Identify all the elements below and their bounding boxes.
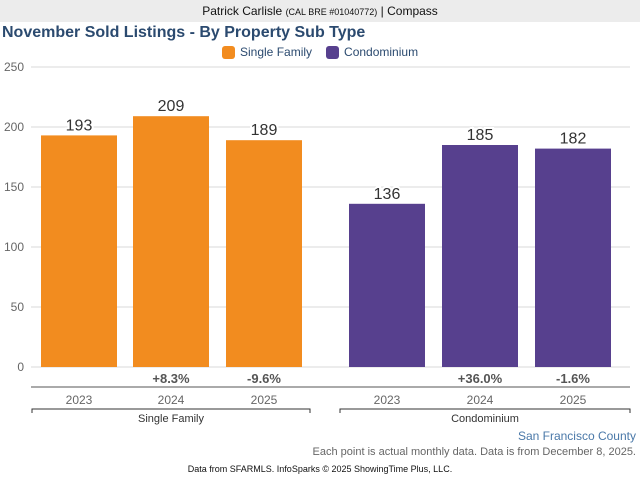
change-label: +8.3%	[152, 371, 190, 386]
y-tick-label: 50	[11, 300, 25, 314]
group-label: Single Family	[138, 413, 205, 425]
group-label: Condominium	[451, 413, 519, 425]
bar-value-label: 182	[560, 131, 587, 148]
y-tick-label: 100	[4, 240, 24, 254]
change-label: -1.6%	[556, 371, 590, 386]
x-tick-label: 2023	[66, 393, 93, 407]
bar	[349, 203, 425, 367]
legend-item-single-family[interactable]: Single Family	[222, 45, 312, 59]
x-tick-label: 2024	[158, 393, 185, 407]
bar-value-label: 136	[374, 186, 401, 203]
bar	[535, 148, 611, 367]
bar	[442, 145, 518, 367]
group-bracket	[339, 408, 631, 413]
y-tick-label: 250	[4, 60, 24, 74]
x-tick-label: 2025	[251, 393, 278, 407]
chart-title: November Sold Listings - By Property Sub…	[2, 24, 366, 41]
header-separator: |	[380, 4, 384, 18]
legend-label-single-family: Single Family	[240, 45, 313, 59]
bar-value-label: 185	[467, 127, 494, 144]
x-tick-label: 2025	[560, 393, 587, 407]
x-tick-label: 2023	[374, 393, 401, 407]
brokerage-name: Compass	[387, 4, 438, 18]
legend-swatch-single-family	[222, 45, 235, 59]
y-tick-label: 200	[4, 120, 24, 134]
group-bracket	[31, 408, 311, 413]
data-note: Each point is actual monthly data. Data …	[312, 446, 636, 458]
change-label: -9.6%	[247, 371, 281, 386]
agent-name: Patrick Carlisle	[202, 4, 283, 18]
agent-license: (CAL BRE #01040772)	[285, 7, 378, 17]
y-tick-label: 0	[17, 360, 24, 374]
data-source: Data from SFARMLS. InfoSparks © 2025 Sho…	[187, 464, 453, 474]
bar-value-label: 193	[66, 117, 93, 134]
bar	[226, 140, 302, 367]
agent-header: Patrick Carlisle (CAL BRE #01040772) | C…	[0, 0, 640, 22]
bar	[41, 135, 117, 367]
legend-label-condominium: Condominium	[344, 45, 419, 59]
change-label: +36.0%	[458, 371, 503, 386]
y-tick-label: 150	[4, 180, 24, 194]
legend-item-condominium[interactable]: Condominium	[326, 45, 418, 59]
legend-swatch-condominium	[326, 45, 340, 59]
region-label: San Francisco County	[517, 429, 636, 443]
chart-legend: Single Family Condominium	[222, 45, 432, 59]
bar-value-label: 189	[251, 122, 278, 139]
bar-value-label: 209	[158, 98, 185, 115]
x-tick-label: 2024	[467, 393, 494, 407]
bar	[133, 116, 209, 367]
